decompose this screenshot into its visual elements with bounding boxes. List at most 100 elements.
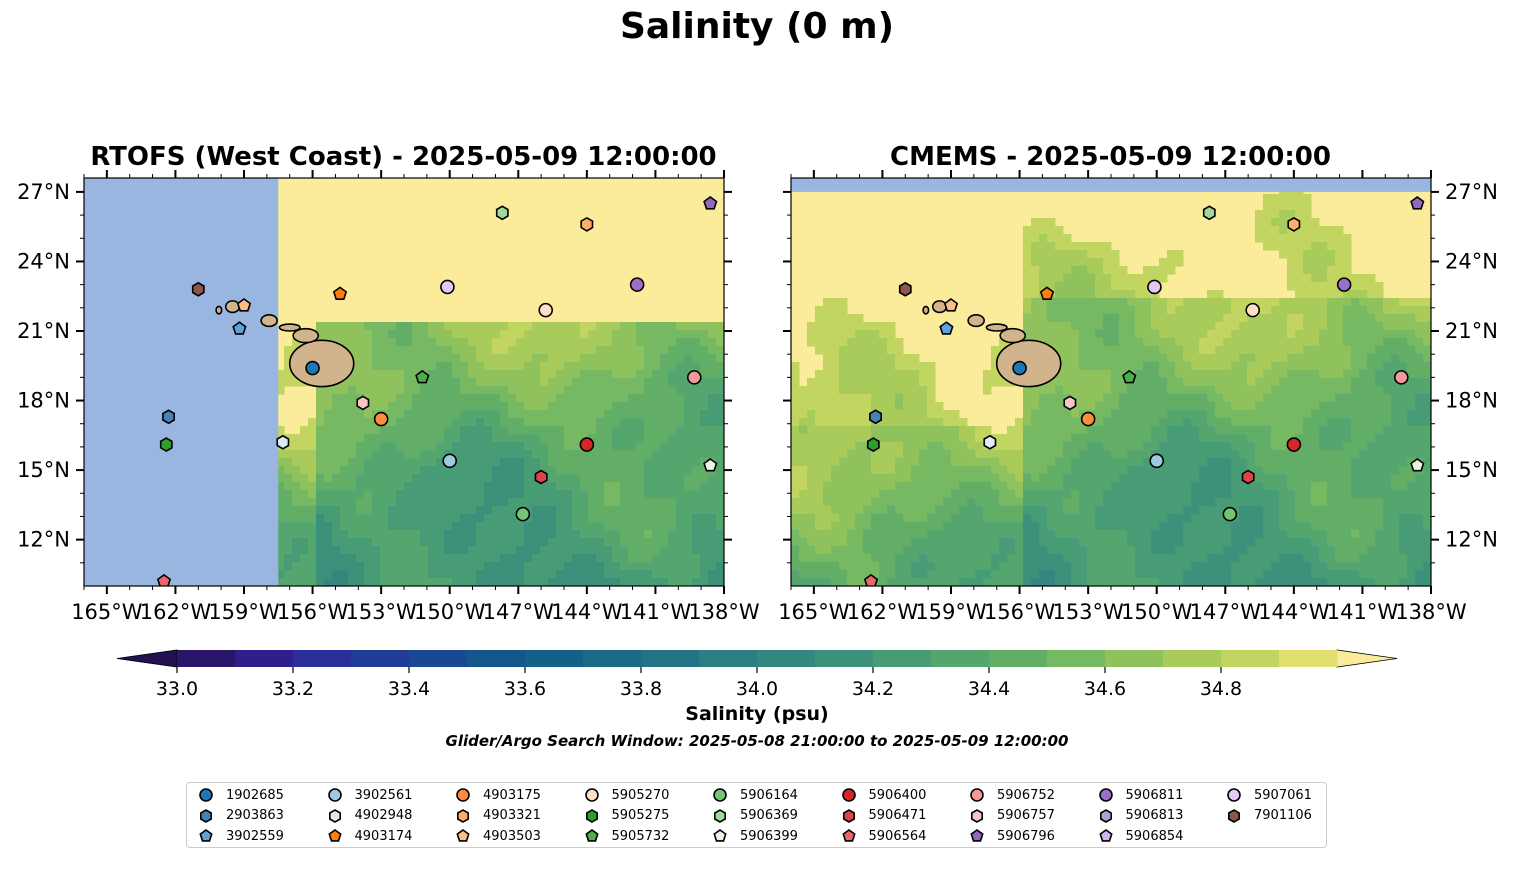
legend-item-5906854: 5906854 <box>1098 827 1183 845</box>
float-4903175 <box>373 411 389 427</box>
legend-label: 4903174 <box>354 828 413 844</box>
legend-item-2903863: 2903863 <box>198 807 284 825</box>
float-5905275 <box>866 437 880 453</box>
x-tick-label: 138°W <box>688 600 760 624</box>
legend-item-5906164: 5906164 <box>712 786 798 804</box>
legend-item-4903175: 4903175 <box>455 786 541 804</box>
legend-item-5906369: 5906369 <box>712 807 798 825</box>
colorbar-tick-label: 34.8 <box>1200 678 1242 700</box>
legend-label: 7901106 <box>1254 808 1312 823</box>
colorbar-segment <box>467 650 526 667</box>
legend-label: 4903503 <box>483 828 541 844</box>
float-5906564 <box>156 573 172 586</box>
legend-item-5905732: 5905732 <box>584 827 670 845</box>
colorbar-under-arrow <box>116 649 178 668</box>
pentagon-marker-icon <box>1098 829 1113 842</box>
float-5906752 <box>1393 370 1409 385</box>
colorbar-segment <box>1221 650 1280 667</box>
legend-item-4903174: 4903174 <box>327 827 413 845</box>
island-kauai <box>931 300 948 314</box>
float-5906752 <box>686 370 702 385</box>
colorbar-segment <box>989 650 1048 667</box>
y-tick-label: 12°N <box>17 528 70 552</box>
figure-title: Salinity (0 m) <box>619 6 895 47</box>
float-5906811 <box>1336 277 1352 292</box>
legend-label: 5906369 <box>740 808 798 823</box>
float-4903503 <box>943 298 959 312</box>
circle-marker-icon <box>1227 788 1241 802</box>
legend-item-3902559: 3902559 <box>198 827 284 845</box>
float-5906369 <box>495 205 509 221</box>
legend-label: 3902559 <box>226 828 284 844</box>
legend-label: 5906164 <box>740 787 798 803</box>
island-molokai <box>985 323 1008 332</box>
legend-label: 4902948 <box>354 808 413 823</box>
pentagon-marker-icon <box>584 829 599 842</box>
legend-label: 5906399 <box>740 828 798 844</box>
colorbar-segment <box>583 650 642 667</box>
float-4903321 <box>580 216 594 232</box>
y-tick-label: 18°N <box>17 389 70 413</box>
legend-label: 5907061 <box>1254 787 1312 803</box>
colorbar-segment <box>641 650 700 667</box>
legend-item-5906811: 5906811 <box>1098 786 1183 804</box>
legend-label: 5905732 <box>611 828 670 844</box>
colorbar-segment <box>351 650 410 667</box>
float-5906369 <box>1202 205 1216 221</box>
panel-title-rtofs: RTOFS (West Coast) - 2025-05-09 12:00:00 <box>90 142 717 172</box>
colorbar-segment <box>873 650 932 667</box>
legend-label: 5905275 <box>611 808 670 823</box>
float-5906164 <box>515 506 531 522</box>
float-5905270 <box>538 302 554 318</box>
legend-label: 4903175 <box>483 787 541 803</box>
legend-item-7901106: 7901106 <box>1226 807 1312 825</box>
island-niihau <box>215 305 223 315</box>
float-5906564 <box>863 573 879 586</box>
y-tick-label: 15°N <box>1445 458 1498 482</box>
legend-item-4902948: 4902948 <box>327 807 413 825</box>
x-tick-label: 150°W <box>1121 600 1193 624</box>
colorbar-segment <box>699 650 758 667</box>
x-tick-label: 153°W <box>345 600 417 624</box>
island-kauai <box>224 300 241 314</box>
float-5906471 <box>1241 469 1255 485</box>
x-tick-label: 165°W <box>71 600 143 624</box>
float-3902559 <box>939 321 954 335</box>
island-maui <box>292 327 320 344</box>
colorbar-segment <box>1105 650 1164 667</box>
float-1902685 <box>305 360 320 376</box>
colorbar-label: Salinity (psu) <box>685 703 829 725</box>
legend-item-3902561: 3902561 <box>327 786 412 804</box>
legend-item-5905270: 5905270 <box>584 786 669 804</box>
colorbar-segment <box>293 650 352 667</box>
float-2903863 <box>869 409 882 425</box>
float-5906757 <box>1063 395 1077 411</box>
legend-item-4903503: 4903503 <box>455 827 541 845</box>
float-legend: 1902685 2903863 3902559 3902561 4902948 49031… <box>186 782 1327 848</box>
x-tick-label: 144°W <box>551 600 623 624</box>
y-tick-label: 21°N <box>17 319 70 343</box>
hexagon-marker-icon <box>970 808 983 823</box>
float-4902948 <box>276 434 290 450</box>
colorbar-tick-label: 34.0 <box>736 678 778 700</box>
map-panel-cmems[interactable]: 165°W162°W159°W156°W153°W150°W147°W144°W… <box>740 170 1498 640</box>
legend-item-5906813: 5906813 <box>1098 807 1183 825</box>
x-tick-label: 147°W <box>1190 600 1262 624</box>
pentagon-marker-icon <box>841 829 856 842</box>
float-5905270 <box>1245 302 1261 318</box>
float-4903174 <box>1039 286 1055 300</box>
float-5906400 <box>579 437 595 452</box>
circle-marker-icon <box>841 788 856 802</box>
map-panel-rtofs[interactable]: 165°W162°W159°W156°W153°W150°W147°W144°W… <box>17 170 760 640</box>
legend-item-5907061: 5907061 <box>1226 786 1312 804</box>
pentagon-marker-icon <box>970 829 984 842</box>
x-tick-label: 156°W <box>277 600 349 624</box>
x-tick-label: 159°W <box>208 600 280 624</box>
float-1902685 <box>1012 360 1027 376</box>
float-3902561 <box>442 453 458 469</box>
circle-marker-icon <box>456 788 470 802</box>
no-data-region <box>84 178 279 586</box>
float-2903863 <box>162 409 175 425</box>
float-5907061 <box>440 279 455 295</box>
float-5906400 <box>1286 437 1302 452</box>
